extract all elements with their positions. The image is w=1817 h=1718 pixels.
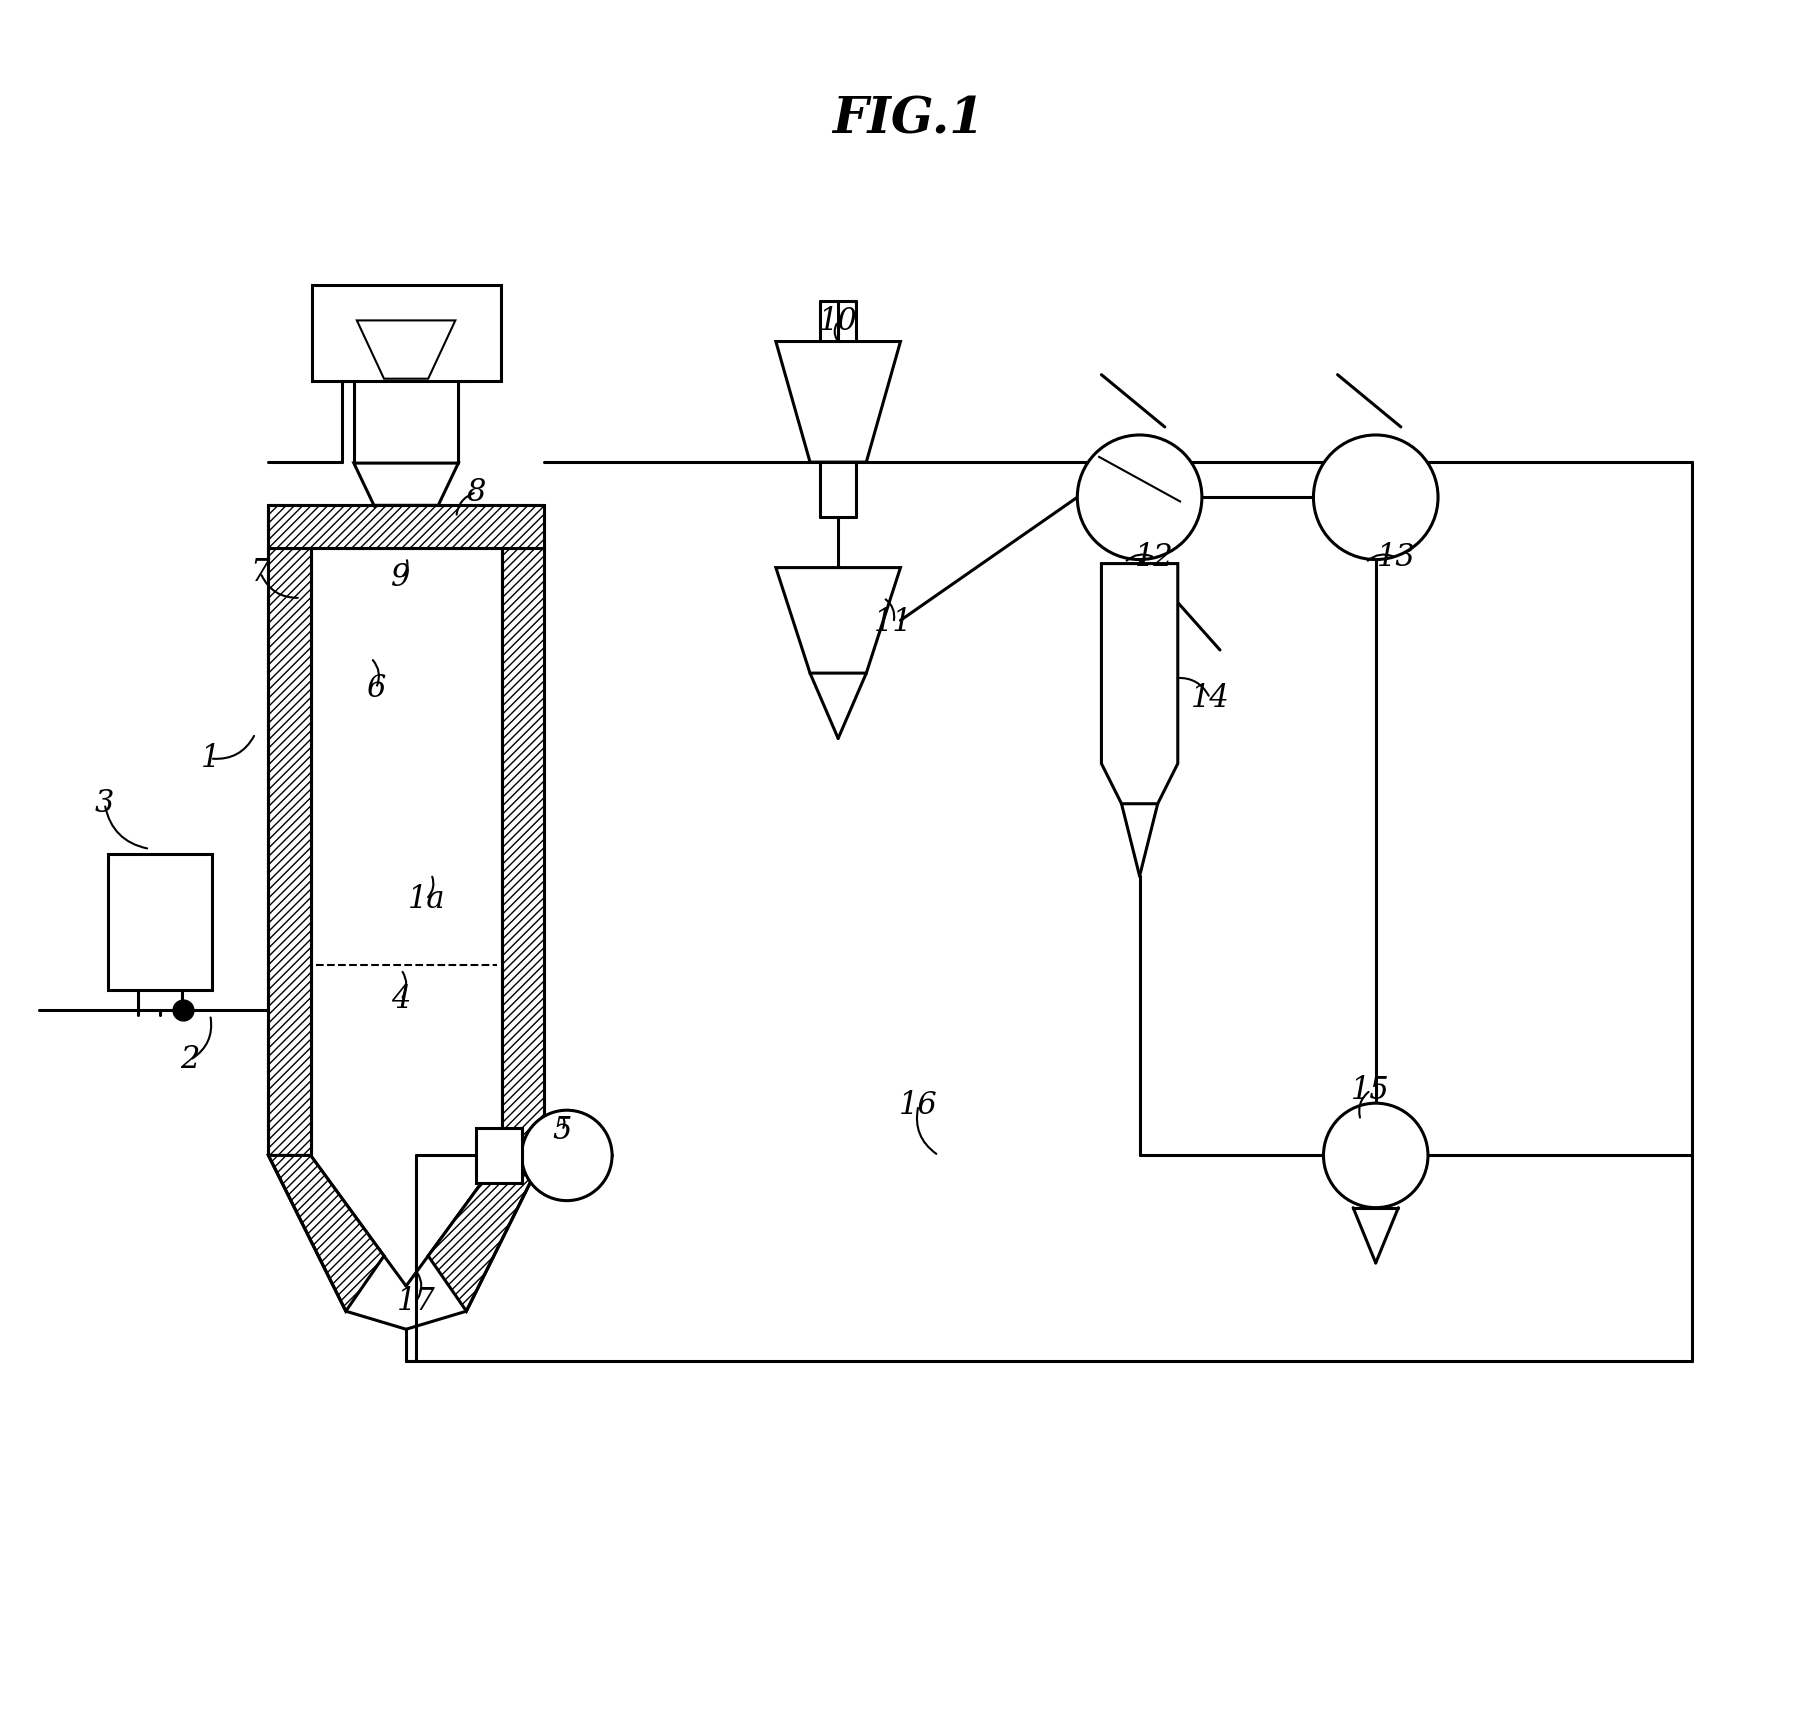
Text: 1a: 1a [407, 883, 445, 914]
Text: 1: 1 [200, 742, 220, 775]
Text: 4: 4 [391, 984, 411, 1015]
Polygon shape [501, 548, 543, 1156]
Polygon shape [1101, 564, 1177, 804]
Text: 16: 16 [899, 1089, 938, 1120]
Text: 14: 14 [1190, 682, 1230, 713]
Polygon shape [313, 285, 500, 381]
Polygon shape [269, 548, 311, 1156]
Polygon shape [776, 342, 901, 462]
Circle shape [1323, 1103, 1428, 1208]
Polygon shape [356, 321, 456, 378]
Polygon shape [429, 1156, 543, 1311]
Text: 11: 11 [874, 608, 912, 639]
Text: 3: 3 [94, 789, 114, 819]
Circle shape [521, 1110, 612, 1201]
Text: 13: 13 [1377, 543, 1415, 574]
Text: 6: 6 [367, 673, 385, 704]
Polygon shape [354, 464, 458, 505]
Polygon shape [776, 567, 901, 673]
Text: 10: 10 [819, 306, 858, 337]
Circle shape [1314, 435, 1437, 560]
Text: 2: 2 [180, 1045, 200, 1075]
Circle shape [1077, 435, 1201, 560]
Text: 7: 7 [251, 557, 271, 588]
Text: 9: 9 [391, 562, 411, 593]
Text: 15: 15 [1352, 1074, 1390, 1106]
Text: FIG.1: FIG.1 [832, 96, 985, 144]
Polygon shape [107, 854, 213, 990]
Text: 8: 8 [467, 476, 487, 509]
Text: 12: 12 [1136, 543, 1174, 574]
Polygon shape [476, 1127, 521, 1184]
Polygon shape [269, 505, 543, 548]
Polygon shape [269, 1156, 383, 1311]
Text: 5: 5 [552, 1115, 572, 1146]
Text: 17: 17 [396, 1285, 436, 1316]
